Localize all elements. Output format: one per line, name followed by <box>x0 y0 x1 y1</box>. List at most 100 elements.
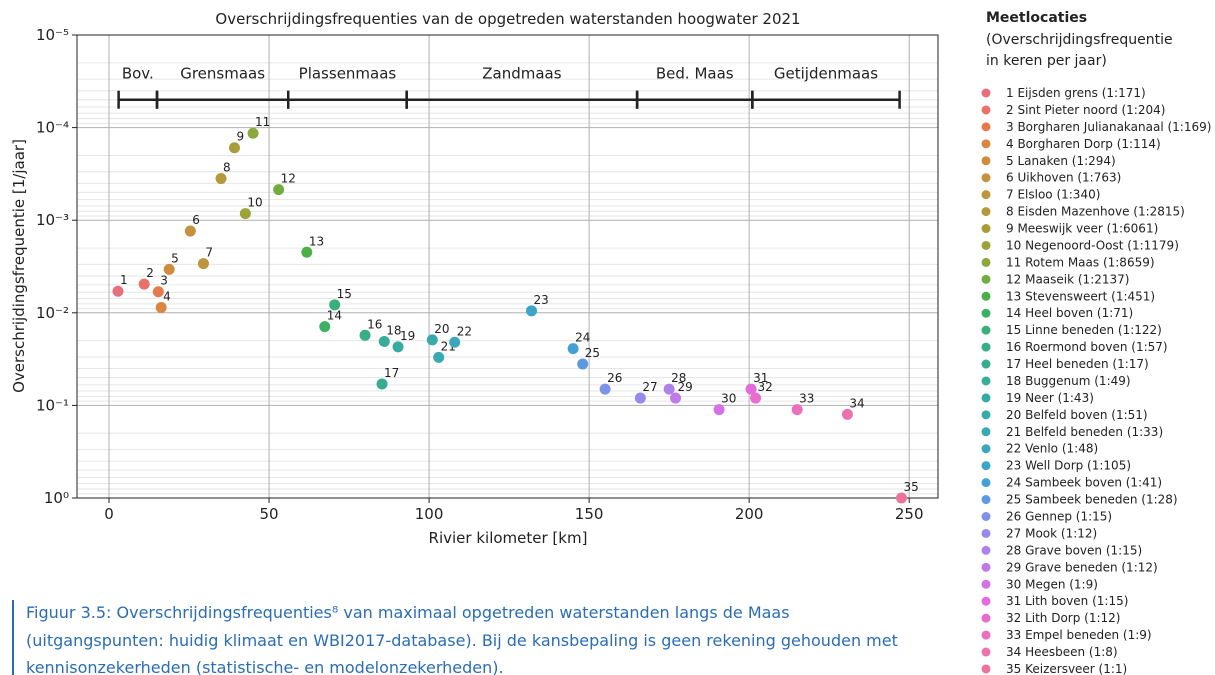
legend-title: (Overschrijdingsfrequentie <box>986 32 1173 48</box>
caption-line: kennisonzekerheden (statistische- en mod… <box>26 658 504 675</box>
y-tick-label: 10⁻⁵ <box>36 26 69 44</box>
point-label: 22 <box>457 324 472 338</box>
legend-marker <box>981 291 991 301</box>
point <box>750 392 762 404</box>
section-label: Plassenmaas <box>299 65 397 83</box>
legend-marker <box>981 478 991 488</box>
point-label: 16 <box>367 317 382 331</box>
section-label: Grensmaas <box>180 65 265 83</box>
point-label: 15 <box>337 287 352 301</box>
point <box>247 127 259 139</box>
legend-entry: 20 Belfeld boven (1:51) <box>1006 408 1148 422</box>
legend-marker <box>981 207 991 217</box>
point-label: 3 <box>160 274 168 288</box>
legend-entry: 5 Lanaken (1:294) <box>1006 154 1116 168</box>
point <box>163 263 175 275</box>
point <box>426 334 438 346</box>
point <box>301 246 313 258</box>
legend-entry: 3 Borgharen Julianakanaal (1:169) <box>1006 120 1211 134</box>
point-label: 4 <box>163 290 171 304</box>
point <box>433 351 445 363</box>
x-tick-label: 200 <box>735 505 764 523</box>
legend-marker <box>981 579 991 589</box>
point-label: 29 <box>678 380 693 394</box>
point-label: 18 <box>386 323 401 337</box>
legend-marker <box>981 664 991 674</box>
legend-entry: 6 Uikhoven (1:763) <box>1006 171 1121 185</box>
point <box>526 305 538 317</box>
point-label: 31 <box>753 371 768 385</box>
point-label: 14 <box>327 309 342 323</box>
point-label: 5 <box>171 251 179 265</box>
legend-entry: 10 Negenoord-Oost (1:1179) <box>1006 238 1179 252</box>
legend-marker <box>981 139 991 149</box>
legend-marker <box>981 122 991 132</box>
point <box>197 258 209 270</box>
point-label: 32 <box>758 380 773 394</box>
point-label: 2 <box>146 266 154 280</box>
legend-marker <box>981 173 991 183</box>
legend-entry: 13 Stevensweert (1:451) <box>1006 289 1155 303</box>
point <box>567 343 579 355</box>
point-label: 9 <box>236 130 244 144</box>
y-tick-label: 10⁻² <box>36 304 69 322</box>
legend-entry: 34 Heesbeen (1:8) <box>1006 645 1118 659</box>
legend-entry: 17 Heel beneden (1:17) <box>1006 357 1149 371</box>
legend-entry: 31 Lith boven (1:15) <box>1006 594 1128 608</box>
legend-entry: 26 Gennep (1:15) <box>1006 510 1112 524</box>
legend-marker <box>981 88 991 98</box>
point <box>378 335 390 347</box>
legend-entry: 27 Mook (1:12) <box>1006 526 1097 540</box>
point-label: 12 <box>281 172 296 186</box>
point-label: 7 <box>205 246 213 260</box>
legend-entry: 14 Heel boven (1:71) <box>1006 306 1133 320</box>
point-label: 20 <box>434 322 449 336</box>
legend-marker <box>981 240 991 250</box>
legend-entry: 25 Sambeek beneden (1:28) <box>1006 493 1178 507</box>
point <box>670 392 682 404</box>
point <box>663 383 675 395</box>
legend-marker <box>981 342 991 352</box>
x-tick-label: 100 <box>415 505 444 523</box>
point <box>215 173 227 185</box>
chart-title: Overschrijdingsfrequenties van de opgetr… <box>215 10 800 28</box>
caption-line: (uitgangspunten: huidig klimaat en WBI20… <box>26 631 898 650</box>
point-label: 6 <box>192 213 200 227</box>
point <box>239 208 251 220</box>
legend-entry: 30 Megen (1:9) <box>1006 577 1098 591</box>
point-label: 25 <box>585 346 600 360</box>
legend-marker <box>981 427 991 437</box>
point <box>184 225 196 237</box>
point <box>273 184 285 196</box>
point-label: 26 <box>607 371 622 385</box>
legend-marker <box>981 545 991 555</box>
x-tick-label: 0 <box>104 505 114 523</box>
point <box>577 358 589 370</box>
point <box>359 329 371 341</box>
section-label: Bed. Maas <box>656 65 734 83</box>
legend-entry: 21 Belfeld beneden (1:33) <box>1006 425 1163 439</box>
point <box>392 341 404 353</box>
legend-entry: 1 Eijsden grens (1:171) <box>1006 86 1146 100</box>
legend-marker <box>981 274 991 284</box>
point <box>449 336 461 348</box>
point <box>841 408 853 420</box>
point <box>228 142 240 154</box>
point-label: 1 <box>120 273 128 287</box>
legend-marker <box>981 562 991 572</box>
x-tick-label: 250 <box>895 505 924 523</box>
legend-entry: 15 Linne beneden (1:122) <box>1006 323 1162 337</box>
point <box>634 392 646 404</box>
point <box>599 383 611 395</box>
point <box>155 302 167 314</box>
legend-marker <box>981 613 991 623</box>
legend-title: in keren per jaar) <box>986 53 1107 69</box>
point-label: 30 <box>721 392 736 406</box>
legend-entry: 18 Buggenum (1:49) <box>1006 374 1131 388</box>
legend-entry: 9 Meeswijk veer (1:6061) <box>1006 222 1158 236</box>
legend-entry: 19 Neer (1:43) <box>1006 391 1094 405</box>
y-axis-label: Overschrijdingsfrequentie [1/jaar] <box>10 139 28 393</box>
legend-marker <box>981 444 991 454</box>
legend-entry: 22 Venlo (1:48) <box>1006 442 1098 456</box>
legend-marker <box>981 224 991 234</box>
